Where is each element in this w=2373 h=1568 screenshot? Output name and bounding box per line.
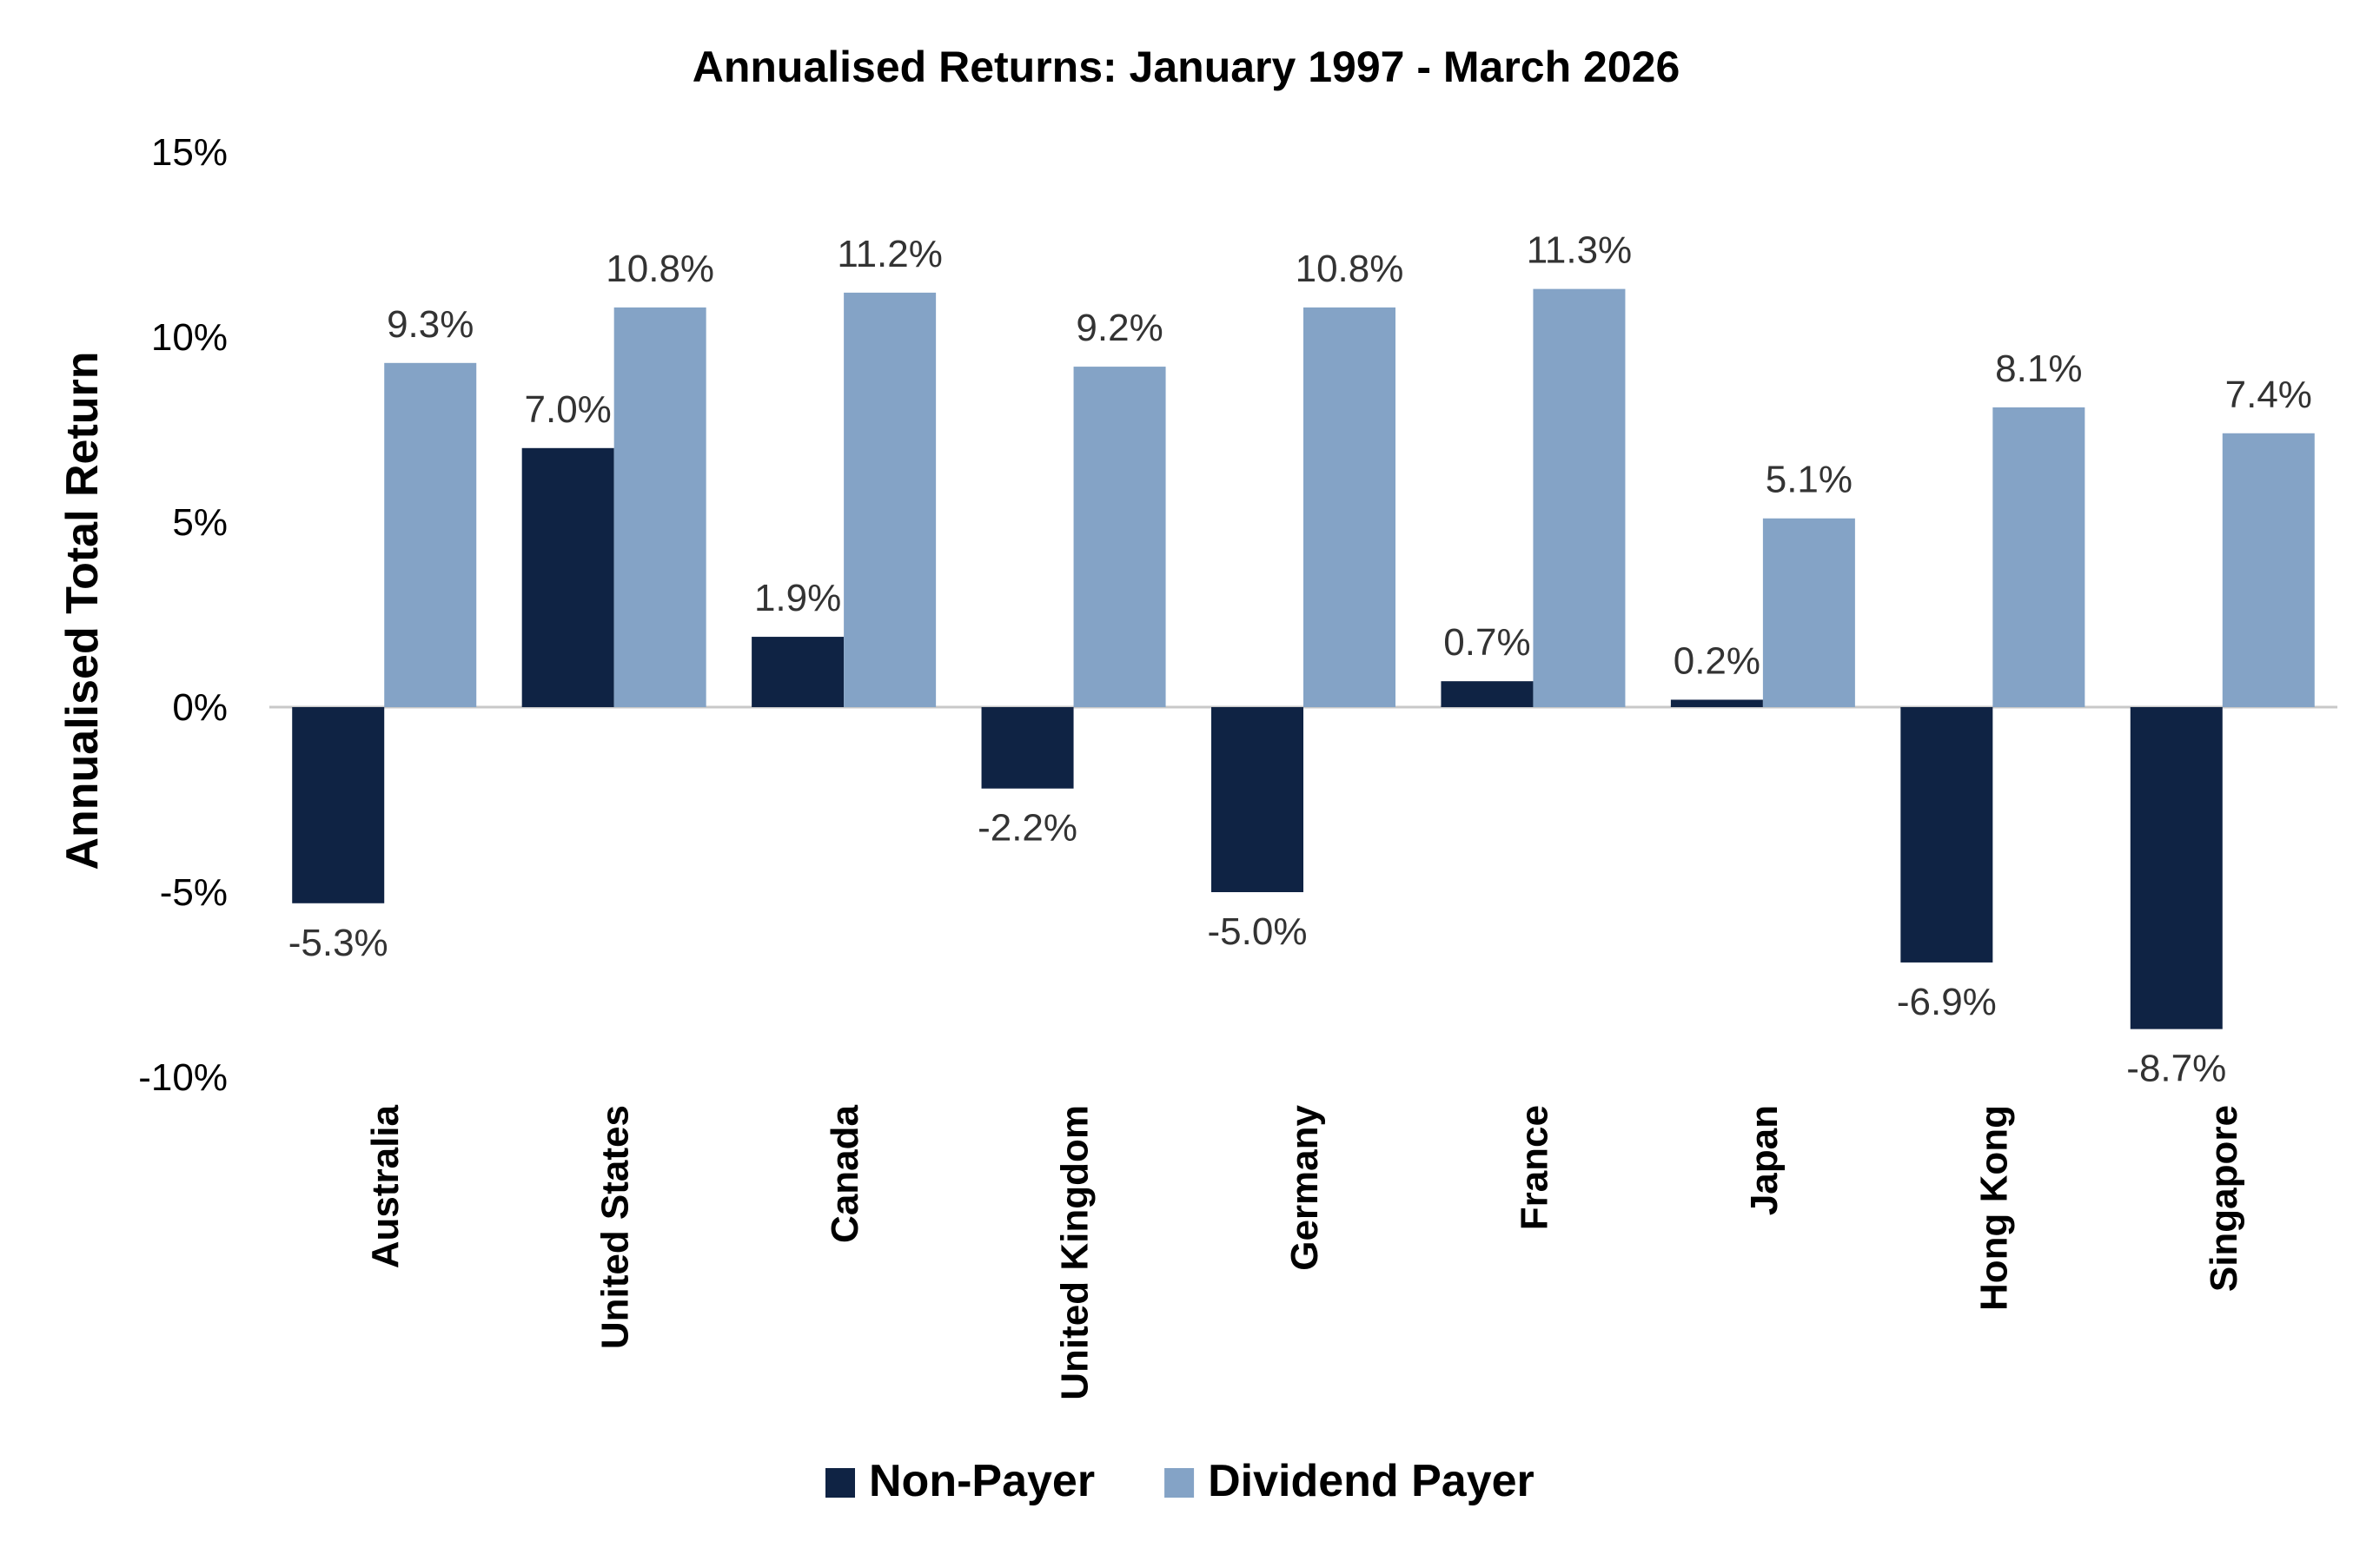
data-label: 11.2% xyxy=(837,233,943,275)
data-labels: -5.3% 9.3% 7.0% 10.8% 1.9% 11.2% -2.2% 9.2% -5.0… xyxy=(288,229,2312,1090)
y-tick-label: 0% xyxy=(172,686,228,729)
y-tick-label: -5% xyxy=(160,871,228,914)
bar-non-payer xyxy=(981,707,1074,789)
x-axis-categories: Australia United States Canada United Kingd… xyxy=(364,1104,2245,1399)
data-label: 0.7% xyxy=(1443,621,1530,664)
bar-dividend-payer xyxy=(1992,407,2085,707)
y-tick-label: 5% xyxy=(172,501,228,544)
bar-dividend-payer xyxy=(844,292,937,707)
legend-swatch xyxy=(1164,1468,1195,1498)
legend-label: Dividend Payer xyxy=(1208,1456,1534,1506)
data-label: 11.3% xyxy=(1527,229,1633,272)
y-tick-label: -10% xyxy=(138,1056,228,1099)
bar-non-payer xyxy=(1441,681,1534,707)
bar-dividend-payer xyxy=(1762,518,1855,707)
chart-title: Annualised Returns: January 1997 - March… xyxy=(693,43,1680,91)
category-label: United Kingdom xyxy=(1054,1105,1097,1400)
y-tick-label: 15% xyxy=(151,131,228,174)
legend-swatch xyxy=(825,1468,855,1498)
bars xyxy=(292,288,2315,1029)
data-label: -6.9% xyxy=(1897,981,1997,1023)
category-label: France xyxy=(1513,1105,1555,1230)
data-label: 7.0% xyxy=(525,388,612,431)
bar-non-payer xyxy=(521,447,614,707)
data-label: -5.3% xyxy=(288,922,388,964)
category-label: Hong Kong xyxy=(1972,1105,2015,1311)
bar-non-payer xyxy=(292,707,385,903)
category-label: United States xyxy=(594,1105,637,1349)
bar-dividend-payer xyxy=(384,362,477,707)
category-label: Japan xyxy=(1743,1105,1786,1215)
category-label: Australia xyxy=(364,1104,407,1268)
data-label: 10.8% xyxy=(606,248,714,290)
category-label: Canada xyxy=(824,1104,866,1242)
bar-dividend-payer xyxy=(1303,307,1395,707)
bar-non-payer xyxy=(1900,707,1993,963)
y-axis-label: Annualised Total Return xyxy=(57,351,108,870)
data-label: 8.1% xyxy=(1995,347,2082,390)
data-label: -5.0% xyxy=(1208,910,1308,953)
category-label: Germany xyxy=(1283,1104,1326,1270)
bar-dividend-payer xyxy=(2222,433,2315,707)
bar-non-payer xyxy=(1670,699,1763,707)
legend: Non-Payer Dividend Payer xyxy=(825,1456,1534,1506)
data-label: 5.1% xyxy=(1766,459,1853,501)
data-label: 9.3% xyxy=(387,303,474,346)
data-label: 9.2% xyxy=(1076,307,1163,349)
bar-dividend-payer xyxy=(613,307,706,707)
data-label: 7.4% xyxy=(2225,374,2312,416)
data-label: 1.9% xyxy=(754,577,841,619)
data-label: 10.8% xyxy=(1296,248,1404,290)
bar-dividend-payer xyxy=(1533,288,1626,707)
category-label: Singapore xyxy=(2203,1105,2245,1292)
y-tick-label: 10% xyxy=(151,316,228,359)
bar-non-payer xyxy=(1211,707,1303,892)
bar-non-payer xyxy=(752,637,845,707)
data-label: -2.2% xyxy=(978,807,1077,850)
bar-dividend-payer xyxy=(1073,367,1166,707)
bar-non-payer xyxy=(2130,707,2223,1029)
data-label: -8.7% xyxy=(2126,1048,2226,1090)
data-label: 0.2% xyxy=(1674,639,1760,682)
legend-label: Non-Payer xyxy=(869,1456,1095,1506)
